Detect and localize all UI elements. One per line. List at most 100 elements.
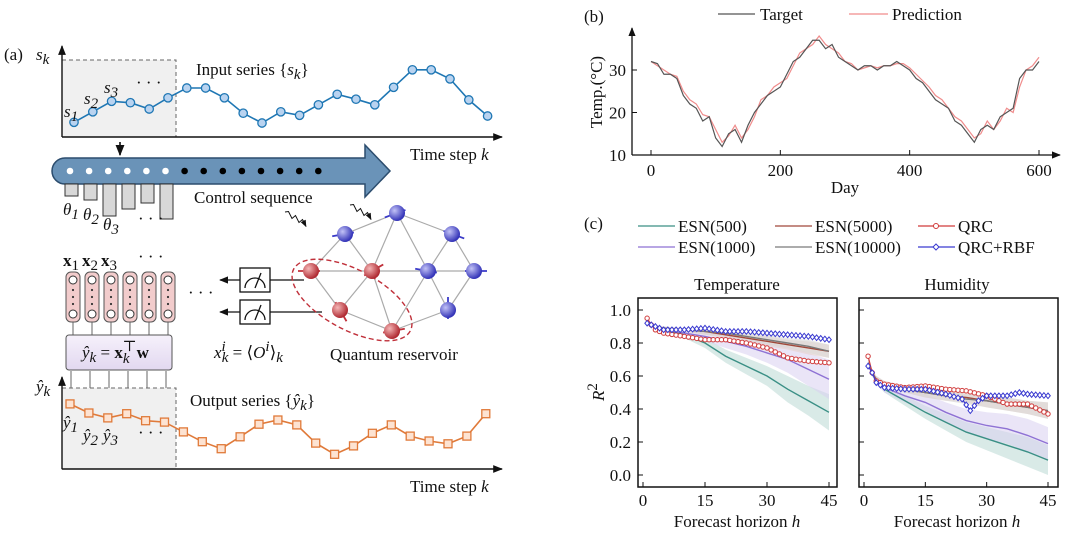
- marker-qrc-rbf: [764, 329, 770, 337]
- y-tick-label: 0.2: [610, 433, 631, 452]
- y-tick-label: 1.0: [610, 301, 631, 320]
- output-point: [405, 431, 415, 441]
- spin-red: [384, 323, 400, 339]
- output-point: [348, 441, 359, 451]
- feature-dot: [166, 288, 170, 292]
- input-point: [313, 99, 324, 110]
- marker-qrc-rbf: [885, 384, 892, 392]
- feature-dot: [90, 288, 94, 292]
- control-dot-active: [104, 167, 112, 175]
- legend-label-target: Target: [760, 5, 803, 24]
- marker-qrc-rbf: [652, 322, 659, 331]
- feature-node: [163, 309, 173, 319]
- marker-qrc-rbf: [959, 395, 966, 403]
- input-point: [181, 83, 192, 93]
- output-point: [84, 408, 94, 418]
- marker-qrc-rbf: [955, 394, 961, 402]
- input-point: [332, 89, 343, 100]
- feature-dot: [71, 295, 75, 299]
- marker-qrc: [776, 351, 783, 357]
- marker-qrc-rbf: [718, 327, 725, 335]
- control-bar: [121, 183, 136, 210]
- spin-blue: [466, 263, 482, 279]
- feature-dot: [147, 302, 151, 306]
- panel-b: (b) Target Prediction 0 200 400 600 10 20 30 T…: [584, 5, 1061, 197]
- input-point: [87, 106, 98, 117]
- feature-dot: [147, 288, 151, 292]
- control-dot-pending: [238, 167, 246, 175]
- meter-icon: [244, 272, 266, 289]
- marker-qrc-rbf: [656, 324, 663, 332]
- theta-ellipsis: · · ·: [138, 209, 163, 228]
- output-point: [216, 444, 226, 454]
- input-point: [257, 118, 267, 128]
- marker-qrc-rbf: [821, 335, 828, 343]
- subsystem-ellipse: [291, 258, 413, 342]
- output-point: [273, 415, 283, 425]
- reservoir-edge: [339, 309, 393, 332]
- marker-qrc-rbf: [726, 327, 733, 336]
- feature-node: [125, 275, 135, 285]
- marker-qrc: [1028, 403, 1035, 409]
- legend-marker-diamond: [932, 243, 940, 251]
- marker-qrc-rbf: [938, 389, 945, 397]
- marker-qrc-rbf: [1024, 390, 1031, 398]
- input-point: [144, 104, 155, 114]
- marker-qrc-rbf: [910, 385, 917, 393]
- marker-qrc-rbf: [714, 326, 721, 334]
- marker-qrc-rbf: [776, 330, 783, 338]
- input-label-s3: s3: [104, 78, 118, 101]
- input-point: [125, 97, 136, 108]
- legend-marker-circle: [933, 223, 939, 229]
- meter-icon: [244, 304, 266, 321]
- feature-dot: [128, 295, 132, 299]
- marker-qrc-rbf: [673, 326, 680, 334]
- input-point: [294, 110, 305, 121]
- marker-qrc-rbf: [817, 334, 824, 342]
- b-ticks: 0 200 400 600 10 20 30: [609, 61, 1052, 180]
- feature-dot: [128, 302, 132, 306]
- input-axis-label: sk: [36, 45, 50, 68]
- x-tick-label: 15: [697, 491, 714, 510]
- output-point: [481, 409, 491, 419]
- marker-qrc-rbf: [881, 383, 888, 392]
- feature-node: [87, 275, 97, 285]
- marker-qrc-rbf: [889, 384, 896, 392]
- readout-equation: ŷk = xk⊤w: [80, 339, 150, 367]
- feature-dot: [109, 295, 113, 299]
- x-tick-label: 0: [860, 491, 869, 510]
- marker-qrc-rbf: [918, 385, 925, 393]
- marker-qrc-rbf: [926, 386, 933, 394]
- marker-qrc-rbf: [660, 326, 667, 334]
- output-window: [61, 387, 177, 470]
- marker-qrc-rbf: [706, 325, 713, 333]
- marker-qrc-rbf: [677, 326, 684, 334]
- control-dot-pending: [276, 167, 284, 175]
- theta-label-2: θ2: [83, 205, 99, 228]
- feature-label-x2: x2: [82, 251, 98, 274]
- b-x-label: Day: [831, 178, 860, 197]
- marker-qrc-rbf: [995, 392, 1002, 400]
- control-bar: [140, 183, 155, 204]
- y-tick-label: 0.8: [610, 334, 631, 353]
- spin-red: [332, 302, 348, 318]
- spin-blue: [440, 302, 456, 318]
- input-series: [69, 64, 493, 128]
- marker-qrc-rbf: [784, 331, 791, 339]
- input-point: [388, 82, 399, 93]
- marker-qrc-rbf: [934, 388, 941, 396]
- marker-qrc-rbf: [788, 331, 795, 339]
- feature-dot: [166, 302, 170, 306]
- c-temperature-plot: 0 15 30 45 0.0 0.2 0.4 0.6 0.8 1.0: [610, 297, 838, 510]
- observable-equation: xi k = ⟨Oi⟩k: [213, 339, 283, 366]
- input-point: [163, 92, 173, 103]
- legend-label: ESN(5000): [815, 217, 892, 236]
- feature-dot: [90, 302, 94, 306]
- spin-red: [303, 263, 319, 279]
- c-title-temperature: Temperature: [694, 275, 780, 294]
- input-point: [482, 111, 493, 121]
- marker-qrc-rbf: [1000, 392, 1006, 400]
- feature-label-x3: x3: [101, 251, 117, 274]
- marker-qrc: [826, 360, 832, 366]
- c-legend: ESN(500) ESN(1000) ESN(5000) ESN(10000) QRC Q…: [638, 217, 1035, 257]
